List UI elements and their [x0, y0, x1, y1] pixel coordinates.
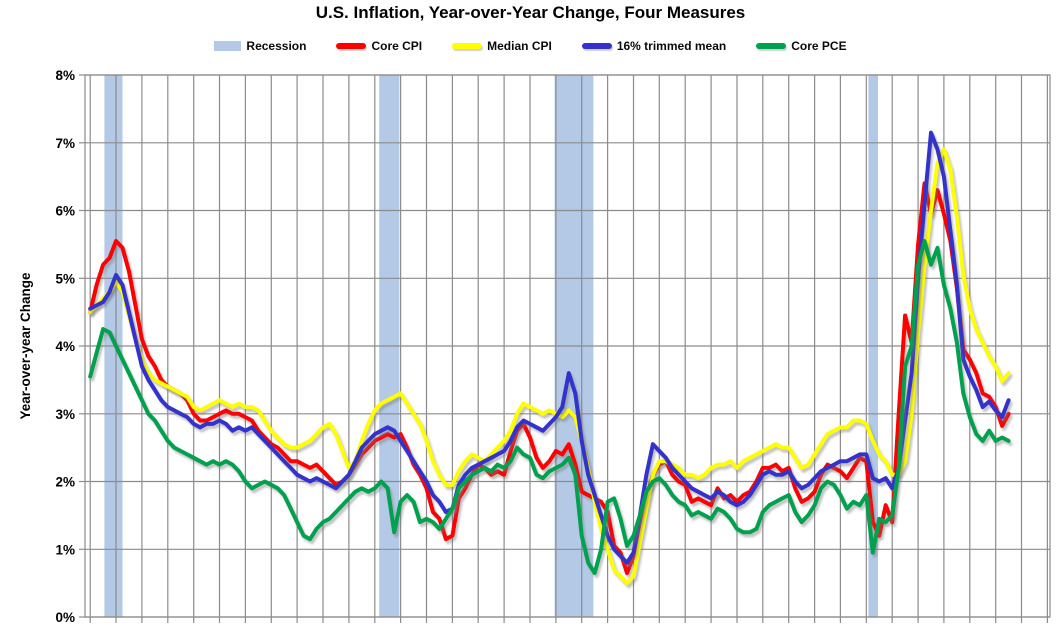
y-axis-title: Year-over-year Change	[18, 272, 33, 420]
plot-border	[84, 74, 1051, 618]
series-line-core-cpi	[88, 181, 1011, 575]
y-tick-label: 3%	[55, 407, 75, 422]
legend-item-recession: Recession	[214, 39, 306, 53]
y-tick-label: 5%	[55, 271, 75, 286]
core-cpi-swatch	[336, 43, 367, 49]
legend-label: Core CPI	[371, 39, 423, 53]
legend-label: Recession	[246, 39, 307, 53]
chart-legend: Recession Core CPI Median CPI 16% trimme…	[0, 39, 1061, 53]
y-tick-label: 4%	[55, 339, 75, 354]
core-pce-swatch	[756, 43, 787, 49]
series-line-median-cpi	[88, 147, 1011, 586]
legend-label: 16% trimmed mean	[616, 39, 727, 53]
legend-item-trimmed-mean: 16% trimmed mean	[581, 39, 727, 53]
y-tick-label: 1%	[55, 542, 75, 557]
legend-item-core-cpi: Core CPI	[336, 39, 422, 53]
y-tick-label: 7%	[55, 136, 75, 151]
series-line-16-trimmed-mean	[88, 130, 1011, 565]
median-cpi-swatch	[452, 43, 483, 49]
series-line-core-pce	[88, 239, 1011, 575]
chart-title: U.S. Inflation, Year-over-Year Change, F…	[315, 3, 746, 22]
legend-label: Core PCE	[791, 39, 847, 53]
y-tick-label: 6%	[55, 204, 75, 219]
legend-item-core-pce: Core PCE	[756, 39, 847, 53]
y-tick-label: 8%	[55, 68, 75, 83]
recession-swatch	[214, 41, 242, 51]
legend-item-median-cpi: Median CPI	[452, 39, 552, 53]
y-tick-label: 0%	[55, 610, 75, 625]
trimmed-mean-swatch	[581, 43, 612, 49]
y-tick-label: 2%	[55, 475, 75, 490]
legend-label: Median CPI	[487, 39, 552, 53]
